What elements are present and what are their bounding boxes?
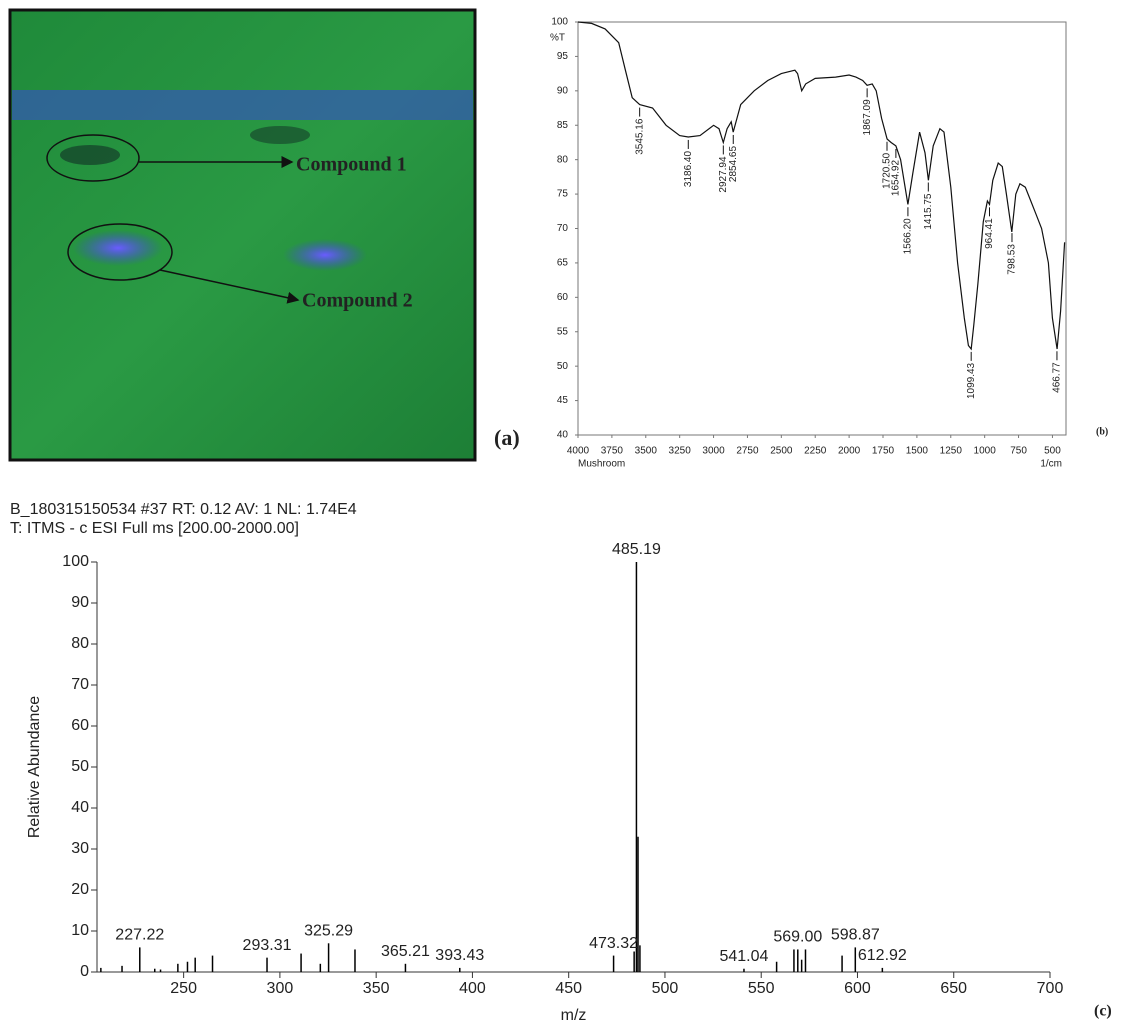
x-tick-label: 700: [1037, 980, 1064, 997]
y-tick-label: 50: [71, 758, 89, 775]
photo-label: Compound 1: [296, 154, 407, 176]
peak-label: 3186.40: [683, 151, 694, 188]
x-tick-label: 650: [940, 980, 967, 997]
circle: [67, 223, 173, 281]
x-tick-label: 3250: [669, 446, 692, 457]
x-axis-label: 1/cm: [1040, 459, 1062, 470]
y-tick-label: 60: [557, 292, 569, 303]
x-tick-label: 400: [459, 980, 486, 997]
peak-label: 3545.16: [634, 118, 645, 155]
peak-label: 541.04: [719, 948, 768, 965]
y-tick-label: 50: [557, 361, 569, 372]
spot: [60, 145, 120, 165]
x-tick-label: 2500: [770, 446, 793, 457]
x-tick-label: 500: [652, 980, 679, 997]
photo-label: Compound 2: [302, 290, 413, 312]
peak-label: 612.92: [858, 947, 907, 964]
x-axis-label: m/z: [561, 1007, 587, 1024]
y-tick-label: 80: [557, 154, 569, 165]
y-tick-label: 0: [80, 963, 89, 980]
x-tick-label: 750: [1010, 446, 1027, 457]
x-tick-label: 300: [267, 980, 294, 997]
y-tick-label: 40: [71, 799, 89, 816]
y-tick-label: 10: [71, 922, 89, 939]
peak-label: 798.53: [1007, 244, 1018, 275]
peak-label: 393.43: [435, 947, 484, 964]
y-tick-label: 30: [71, 840, 89, 857]
peak-label: 325.29: [304, 923, 353, 940]
peak-label: 2854.65: [728, 146, 739, 183]
y-tick-label: 100: [551, 17, 568, 28]
peak-label: 598.87: [831, 927, 880, 944]
peak-label: 227.22: [115, 927, 164, 944]
chart-title: B_180315150534 #37 RT: 0.12 AV: 1 NL: 1.…: [10, 501, 357, 518]
y-axis-label: %T: [550, 33, 565, 44]
x-tick-label: 3000: [702, 446, 725, 457]
x-tick-label: 350: [363, 980, 390, 997]
chart-subtitle: T: ITMS - c ESI Full ms [200.00-2000.00]: [10, 520, 299, 537]
y-tick-label: 90: [557, 85, 569, 96]
peak-label: 473.32: [589, 935, 638, 952]
spectrum-line: [577, 21, 1066, 351]
y-tick-label: 100: [62, 553, 89, 570]
arrow: [159, 269, 300, 304]
x-tick-label: 2250: [804, 446, 827, 457]
panel-label: (b): [1096, 426, 1108, 437]
peak-label: 1867.09: [862, 99, 873, 136]
peak-label: 1720.50: [882, 152, 893, 189]
panel-label: (a): [494, 425, 520, 450]
y-tick-label: 80: [71, 635, 89, 652]
y-tick-label: 85: [557, 120, 569, 131]
ir-chart: 40 45 50 55 60 65 70 75 80 85 90 95 100 4000 3750 3500 3…: [550, 17, 1108, 470]
y-tick-label: 70: [71, 676, 89, 693]
x-tick-label: 4000: [567, 446, 590, 457]
peak-label: 365.21: [381, 943, 430, 960]
subtitle: Mushroom: [578, 459, 625, 470]
x-tick-label: 2750: [736, 446, 759, 457]
peak-label: 1415.75: [923, 193, 934, 230]
x-tick-label: 3500: [635, 446, 658, 457]
y-tick-label: 65: [557, 258, 569, 269]
panel-label: (c): [1094, 1003, 1112, 1020]
spot: [73, 230, 163, 266]
y-tick-label: 40: [557, 430, 569, 441]
peak-label: 569.00: [773, 929, 822, 946]
solvent-front: [12, 90, 473, 120]
x-tick-label: 450: [555, 980, 582, 997]
photo-panel: Compound 1 Compound 2 (a): [8, 8, 520, 462]
x-tick-label: 2000: [838, 446, 861, 457]
x-tick-label: 1250: [940, 446, 963, 457]
x-tick-label: 550: [748, 980, 775, 997]
peak-label: 2927.94: [718, 156, 729, 193]
x-tick-label: 1750: [872, 446, 895, 457]
peak-label: 466.77: [1052, 362, 1063, 393]
peak-label: 293.31: [243, 937, 292, 954]
y-tick-label: 20: [71, 881, 89, 898]
x-tick-label: 3750: [601, 446, 624, 457]
y-tick-label: 70: [557, 223, 569, 234]
ms-chart: B_180315150534 #37 RT: 0.12 AV: 1 NL: 1.…: [10, 501, 1112, 1024]
y-tick-label: 45: [557, 395, 569, 406]
peak-label: 1566.20: [903, 218, 914, 255]
circle: [46, 134, 140, 182]
peak-label: 1099.43: [966, 362, 977, 399]
y-axis-label: Relative Abundance: [26, 696, 43, 838]
x-tick-label: 500: [1044, 446, 1061, 457]
y-tick-label: 95: [557, 51, 569, 62]
x-tick-label: 250: [170, 980, 197, 997]
peak-label: 964.41: [984, 218, 995, 249]
spot: [250, 126, 310, 144]
y-tick-label: 75: [557, 189, 569, 200]
peak-label: 485.19: [612, 541, 661, 558]
peak-label: 1654.92: [891, 160, 902, 197]
x-tick-label: 600: [844, 980, 871, 997]
x-tick-label: 1000: [974, 446, 997, 457]
y-tick-label: 90: [71, 594, 89, 611]
y-tick-label: 55: [557, 326, 569, 337]
y-tick-label: 60: [71, 717, 89, 734]
x-tick-label: 1500: [906, 446, 929, 457]
spot: [283, 239, 367, 271]
